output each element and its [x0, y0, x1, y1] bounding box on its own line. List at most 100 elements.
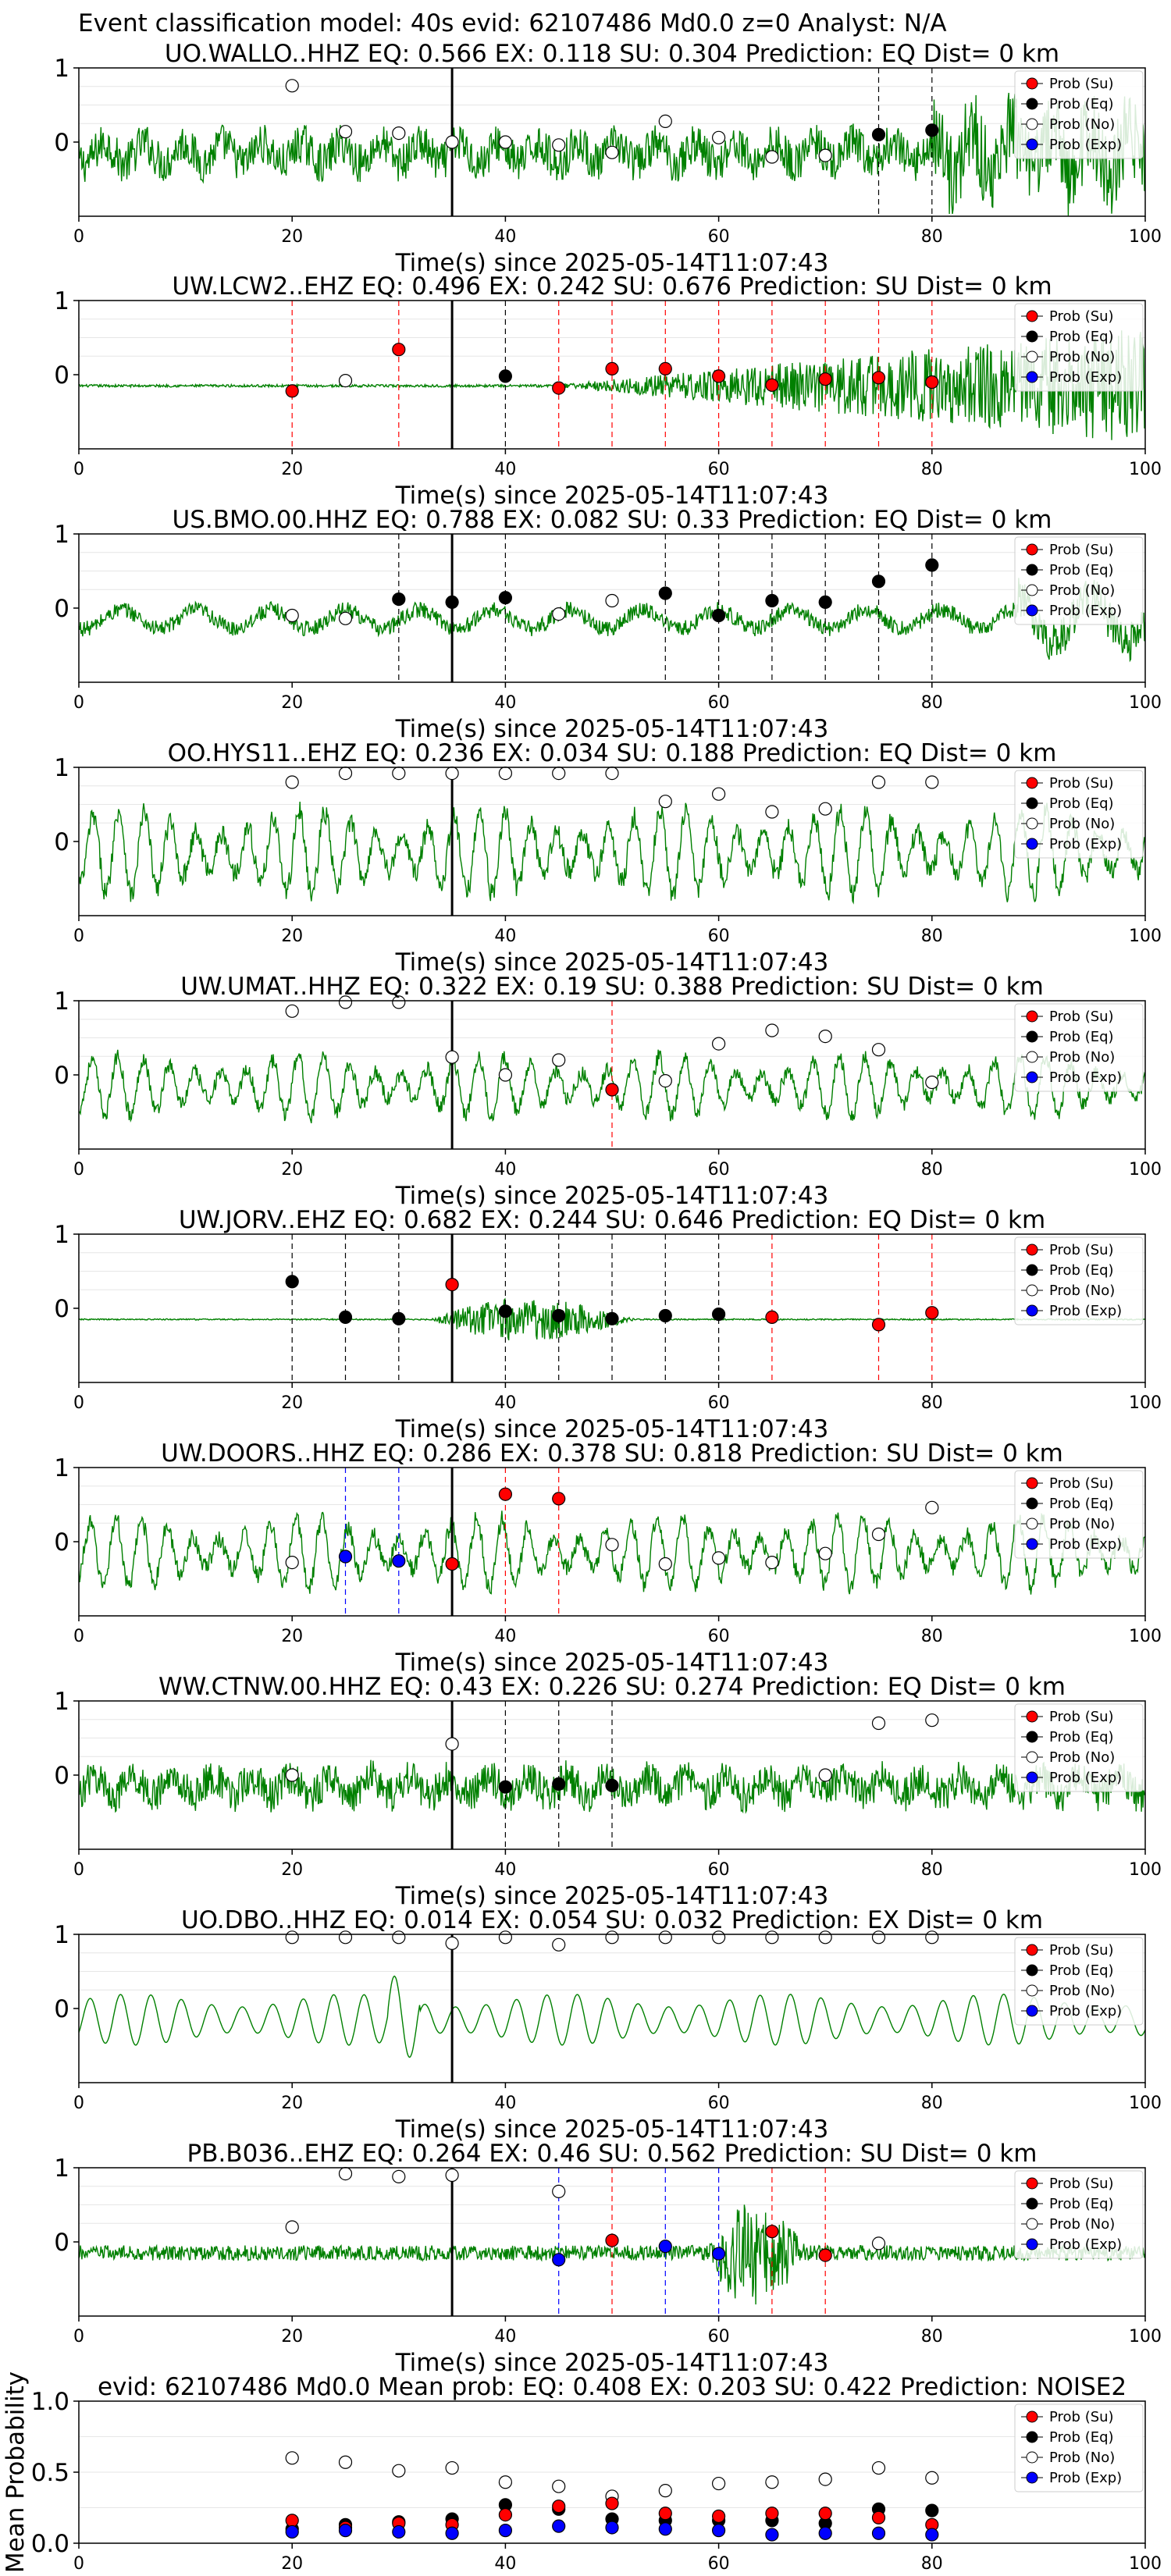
legend-label-su: Prob (Su) — [1049, 775, 1114, 792]
legend-label-exp: Prob (Exp) — [1049, 2236, 1122, 2253]
axes-4: 0 20 40 60 80 100 1 0 UW.UMAT..HHZ EQ: 0.322 EX:… — [54, 973, 1162, 1179]
prob-marker-exp — [552, 2253, 566, 2267]
y-tick-label: 0 — [54, 1528, 69, 1557]
x-tick-label: 60 — [708, 927, 730, 946]
waveform-trace — [79, 1975, 1145, 2058]
legend-label-no: Prob (No) — [1049, 1749, 1115, 1766]
x-tick-label: 20 — [281, 1627, 303, 1646]
mean-prob-marker-su — [871, 2510, 886, 2524]
legend-label-eq: Prob (Eq) — [1049, 1729, 1114, 1745]
prob-marker-exp — [711, 2247, 726, 2261]
prob-marker-eq — [552, 1777, 566, 1791]
x-tick-label: 40 — [494, 2327, 516, 2347]
mean-prob-marker-su — [818, 2507, 832, 2521]
prob-marker-su — [658, 361, 672, 375]
prob-marker-no — [392, 126, 406, 141]
mean-prob-marker-su — [765, 2507, 779, 2521]
x-tick-label: 40 — [494, 693, 516, 713]
prob-marker-no — [285, 1004, 299, 1018]
legend: Prob (Su) Prob (Eq) Prob (No) Prob (Exp) — [1014, 1003, 1144, 1092]
prob-marker-no — [392, 995, 406, 1009]
prob-marker-no — [392, 2169, 406, 2183]
legend: Prob (Su) Prob (Eq) Prob (No) Prob (Exp) — [1014, 1236, 1144, 1325]
panel-title: UW.DOORS..HHZ EQ: 0.286 EX: 0.378 SU: 0.… — [161, 1439, 1063, 1468]
legend-marker-eq — [1026, 1964, 1038, 1976]
x-tick-label: 0 — [73, 927, 84, 946]
legend-label-exp: Prob (Exp) — [1049, 1536, 1122, 1553]
prob-marker-su — [552, 1492, 566, 1506]
prob-marker-no — [765, 150, 779, 164]
legend: Prob (Su) Prob (Eq) Prob (No) Prob (Exp) — [1014, 536, 1144, 625]
y-tick-label: 0 — [54, 595, 69, 623]
legend-label-exp: Prob (Exp) — [1049, 1770, 1122, 1786]
axes-frame — [78, 533, 1146, 683]
legend-label-no: Prob (No) — [1049, 349, 1115, 365]
legend-marker-su — [1026, 777, 1038, 789]
legend-label-eq: Prob (Eq) — [1049, 1262, 1114, 1279]
prob-marker-no — [818, 802, 832, 816]
prob-marker-no — [711, 1551, 726, 1565]
legend-marker-exp — [1026, 1304, 1038, 1317]
prob-marker-su — [498, 1487, 513, 1501]
legend-label-no: Prob (No) — [1049, 116, 1115, 133]
legend-marker-su — [1026, 2177, 1038, 2190]
axes-1: 0 20 40 60 80 100 1 0 UW.LCW2..EHZ EQ: 0.496 EX:… — [54, 272, 1162, 479]
prob-marker-no — [498, 1068, 513, 1082]
prob-marker-no — [925, 1500, 939, 1514]
x-axis-label: Time(s) since 2025-05-14T11:07:43 — [395, 249, 829, 277]
legend-marker-exp — [1026, 1538, 1038, 1550]
legend-marker-no — [1026, 118, 1038, 130]
panel-title: UW.JORV..EHZ EQ: 0.682 EX: 0.244 SU: 0.6… — [179, 1206, 1045, 1234]
mean-prob-marker-no — [925, 2471, 939, 2485]
mean-prob-marker-exp — [285, 2524, 299, 2539]
x-axis-label: Time(s) since 2025-05-14T11:07:43 — [395, 1415, 829, 1443]
prob-marker-eq — [338, 1310, 353, 1325]
axes-6: 0 20 40 60 80 100 1 0 UW.DOORS..HHZ EQ: 0.286 EX… — [54, 1439, 1162, 1646]
mean-prob-marker-no — [818, 2472, 832, 2486]
prob-marker-no — [605, 1538, 619, 1552]
y-tick-label: 1 — [54, 55, 69, 83]
prob-marker-su — [925, 375, 939, 390]
x-tick-label: 60 — [708, 1160, 730, 1179]
y-tick-label: 1 — [54, 1454, 69, 1482]
prob-marker-no — [285, 608, 299, 623]
mean-prob-marker-exp — [392, 2524, 406, 2539]
x-tick-label: 20 — [281, 1160, 303, 1179]
prob-marker-eq — [445, 595, 459, 610]
y-tick-label: 0 — [54, 1062, 69, 1090]
x-tick-label: 100 — [1129, 1393, 1162, 1413]
y-tick-label: 1 — [54, 1921, 69, 1949]
prob-marker-su — [765, 378, 779, 392]
prob-marker-no — [765, 1023, 779, 1037]
panel-title: UW.LCW2..EHZ EQ: 0.496 EX: 0.242 SU: 0.6… — [172, 272, 1052, 301]
mean-prob-marker-exp — [552, 2519, 566, 2533]
waveform-trace — [79, 92, 1145, 216]
legend-frame — [1014, 303, 1144, 392]
panel-title: US.BMO.00.HHZ EQ: 0.788 EX: 0.082 SU: 0.… — [173, 506, 1052, 534]
prob-marker-no — [711, 130, 726, 144]
x-tick-label: 0 — [73, 693, 84, 713]
legend-frame — [1014, 1937, 1144, 2026]
legend: Prob (Su) Prob (Eq) Prob (No) Prob (Exp) — [1014, 770, 1144, 859]
legend-marker-eq — [1026, 330, 1038, 343]
mean-prob-marker-no — [658, 2484, 672, 2498]
x-tick-label: 0 — [73, 2554, 84, 2574]
x-tick-label: 40 — [494, 927, 516, 946]
mean-prob-marker-exp — [765, 2528, 779, 2542]
legend-label-eq: Prob (Eq) — [1049, 1029, 1114, 1045]
x-tick-label: 20 — [281, 693, 303, 713]
y-tick-label: 1.0 — [31, 2388, 69, 2416]
legend-marker-su — [1026, 1010, 1038, 1023]
prob-marker-no — [285, 79, 299, 93]
prob-marker-no — [658, 1073, 672, 1088]
prob-marker-eq — [925, 123, 939, 137]
prob-marker-su — [605, 361, 619, 375]
prob-marker-eq — [392, 592, 406, 607]
prob-marker-no — [925, 775, 939, 789]
x-tick-label: 20 — [281, 2554, 303, 2574]
prob-marker-no — [552, 1053, 566, 1067]
legend: Prob (Su) Prob (Eq) Prob (No) Prob (Exp) — [1014, 1470, 1144, 1559]
legend-label-no: Prob (No) — [1049, 1049, 1115, 1066]
x-tick-label: 100 — [1129, 2554, 1162, 2574]
legend-marker-eq — [1026, 1731, 1038, 1743]
